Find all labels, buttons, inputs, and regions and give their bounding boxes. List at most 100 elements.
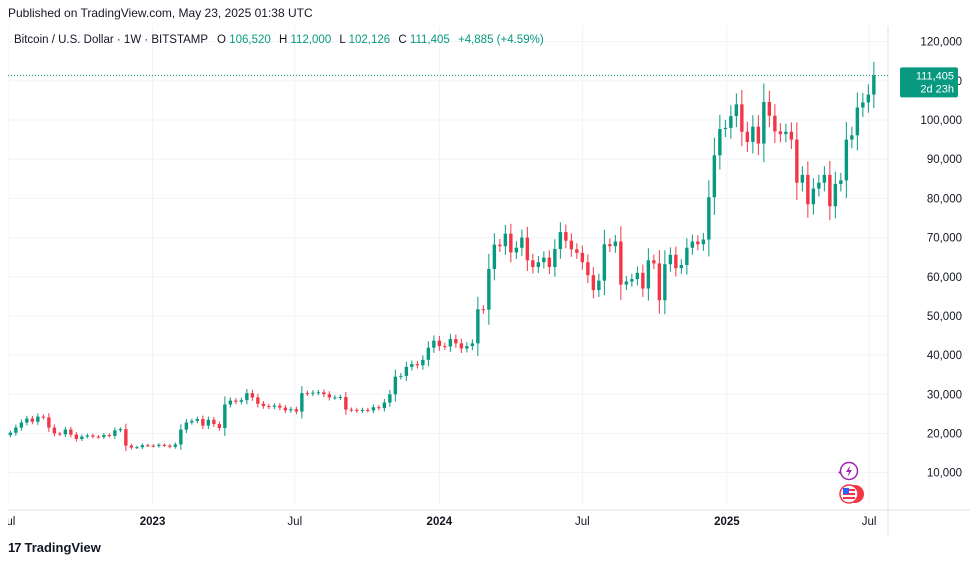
candle — [349, 407, 354, 413]
bar-countdown-label: 2d 23h — [920, 83, 954, 95]
candle-body — [756, 126, 761, 144]
candle — [30, 416, 35, 425]
candle — [696, 235, 700, 251]
candle-body — [602, 244, 607, 281]
candle-body — [729, 116, 733, 128]
ohlc-open-label: O — [217, 34, 226, 46]
candle — [393, 369, 398, 402]
candle — [646, 248, 651, 301]
candle-body — [806, 174, 810, 205]
candle — [69, 426, 73, 438]
candle-body — [63, 429, 68, 435]
candle — [327, 391, 332, 401]
candle — [399, 372, 403, 380]
candle-body — [85, 435, 90, 437]
candle-body — [184, 422, 189, 430]
published-caption: Published on TradingView.com, May 23, 20… — [8, 6, 313, 20]
candle-body — [762, 102, 766, 144]
candle — [806, 161, 810, 218]
x-tick-label: 2024 — [427, 516, 453, 528]
candle-body — [542, 257, 546, 263]
candle-body — [300, 393, 304, 412]
candle — [272, 403, 277, 410]
candle-body — [212, 419, 216, 425]
candle — [184, 418, 189, 434]
candle-body — [366, 409, 370, 411]
candle — [745, 121, 750, 152]
candle — [525, 226, 530, 272]
candle-body — [294, 409, 299, 412]
candle-body — [800, 174, 805, 183]
x-tick-label: Jul — [8, 516, 15, 528]
candle — [602, 229, 607, 296]
candle-body — [707, 197, 711, 240]
candle-body — [245, 393, 249, 401]
candle-body — [74, 434, 79, 439]
candle — [520, 229, 524, 256]
candle-body — [492, 244, 497, 269]
candle — [795, 122, 799, 201]
candle — [437, 335, 442, 351]
candle-body — [399, 375, 403, 377]
candle-body — [179, 429, 183, 445]
candle-body — [514, 247, 519, 253]
candle — [19, 419, 24, 431]
candle — [305, 390, 310, 396]
ohlc-high-value: 112,000 — [291, 34, 332, 46]
candle-body — [371, 407, 376, 411]
candle — [718, 114, 722, 170]
candle — [223, 396, 227, 437]
candle-body — [443, 346, 447, 348]
candle-body — [833, 183, 838, 207]
candle — [195, 416, 200, 424]
tradingview-logo[interactable]: 17 TradingView — [8, 540, 101, 555]
lightning-event-icon[interactable] — [838, 461, 859, 481]
candle — [542, 251, 546, 269]
candle — [773, 104, 777, 143]
candle-body — [536, 262, 541, 267]
candle-body — [470, 343, 475, 347]
time-axis: Jul 2023 Jul 2024 Jul 2025 Jul — [1, 516, 877, 528]
candle — [619, 226, 623, 300]
candle-body — [580, 252, 585, 263]
candle-body — [663, 264, 667, 301]
candle-body — [250, 393, 255, 398]
candle-body — [327, 394, 332, 398]
ohlc-high-label: H — [279, 34, 287, 46]
candle — [289, 406, 293, 413]
candle — [685, 238, 689, 275]
candle — [25, 415, 29, 426]
candle — [839, 172, 843, 192]
candle — [448, 333, 453, 352]
candle — [481, 305, 486, 314]
candle-body — [432, 340, 436, 348]
candle — [866, 84, 871, 113]
candle — [52, 424, 57, 437]
candle-body — [503, 233, 508, 247]
candle-body — [795, 139, 799, 183]
candle-body — [25, 418, 29, 423]
candle-body — [778, 131, 783, 135]
candle-body — [30, 418, 35, 422]
candle — [212, 416, 216, 427]
candle — [778, 123, 783, 143]
candle — [311, 390, 315, 397]
x-tick-label: 2025 — [714, 516, 740, 528]
candle — [514, 241, 519, 259]
candlestick-chart[interactable]: 10,000 20,000 30,000 40,000 50,000 60,000 70,0… — [1, 26, 970, 536]
candle — [146, 443, 150, 448]
candle-body — [839, 180, 843, 184]
candle — [789, 122, 794, 150]
candle-body — [129, 445, 134, 448]
candle-body — [718, 129, 722, 156]
candle — [124, 423, 128, 452]
candle — [14, 424, 18, 436]
candle-body — [811, 188, 816, 205]
candle-body — [113, 430, 117, 436]
ohlc-open-value: 106,520 — [229, 34, 271, 46]
candle-body — [36, 416, 40, 422]
candle-body — [591, 275, 596, 291]
us-flag-icon[interactable] — [839, 484, 864, 504]
candle-body — [157, 444, 161, 447]
chart-panel[interactable]: 10,000 20,000 30,000 40,000 50,000 60,000 70,0… — [1, 26, 970, 536]
